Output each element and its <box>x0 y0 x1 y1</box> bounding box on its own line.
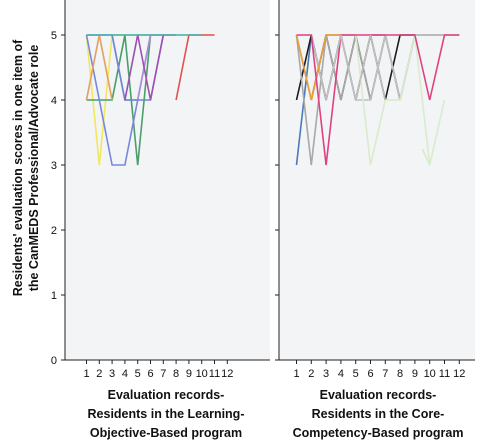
y-tick-label: 5 <box>51 30 57 42</box>
y-tick-label: 2 <box>51 225 57 237</box>
x-tick-label: 2 <box>96 368 102 380</box>
x-tick-label: 8 <box>173 368 179 380</box>
x-tick-label: 9 <box>186 368 192 380</box>
x-tick-label: 10 <box>424 368 436 380</box>
x-tick-label: 12 <box>453 368 465 380</box>
series-line-8 <box>340 34 446 166</box>
x-tick-label: 12 <box>221 368 233 380</box>
series-line-10 <box>296 34 460 166</box>
y-tick-label: 1 <box>51 290 57 302</box>
panel-core-competency: 1 2 3 4 5 6 7 8 9 10 11 12 <box>275 0 475 380</box>
y-tick-label: 4 <box>51 95 57 107</box>
x-axis-label-right-line1: Evaluation records- <box>320 388 437 402</box>
x-tick-label: 4 <box>122 368 128 380</box>
y-tick-label: 3 <box>51 160 57 172</box>
x-tick-label: 7 <box>382 368 388 380</box>
x-tick-label: 5 <box>135 368 141 380</box>
x-tick-label: 9 <box>412 368 418 380</box>
x-axis-label-right-line2: Residents in the Core- <box>312 407 445 421</box>
series-line-11 <box>325 34 387 101</box>
x-axis-label-left-line3: Objective-Based program <box>90 426 242 440</box>
x-tick-label: 3 <box>323 368 329 380</box>
x-tick-label: 4 <box>338 368 344 380</box>
x-tick-label: 5 <box>353 368 359 380</box>
series-line-9 <box>421 148 431 166</box>
x-tick-label: 1 <box>83 368 89 380</box>
x-tick-label: 11 <box>209 368 220 380</box>
x-tick-label: 7 <box>160 368 166 380</box>
x-tick-label: 8 <box>397 368 403 380</box>
x-axis-label-left-line1: Evaluation records- <box>108 388 225 402</box>
y-axis-label-line2: the CanMEDS Professional/Advocate role <box>27 45 41 292</box>
y-tick-label: 0 <box>51 355 57 367</box>
plot-background <box>65 0 270 360</box>
x-tick-label: 6 <box>147 368 153 380</box>
x-tick-label: 10 <box>196 368 208 380</box>
x-tick-label: 3 <box>109 368 115 380</box>
x-tick-label: 11 <box>439 368 450 380</box>
x-tick-label: 1 <box>293 368 299 380</box>
x-axis-label-left-line2: Residents in the Learning- <box>88 407 245 421</box>
x-axis-label-right-line3: Competency-Based program <box>293 426 464 440</box>
x-tick-label: 6 <box>367 368 373 380</box>
x-tick-label: 2 <box>308 368 314 380</box>
y-axis-label-line1: Residents' evaluation scores in one item… <box>11 39 25 296</box>
